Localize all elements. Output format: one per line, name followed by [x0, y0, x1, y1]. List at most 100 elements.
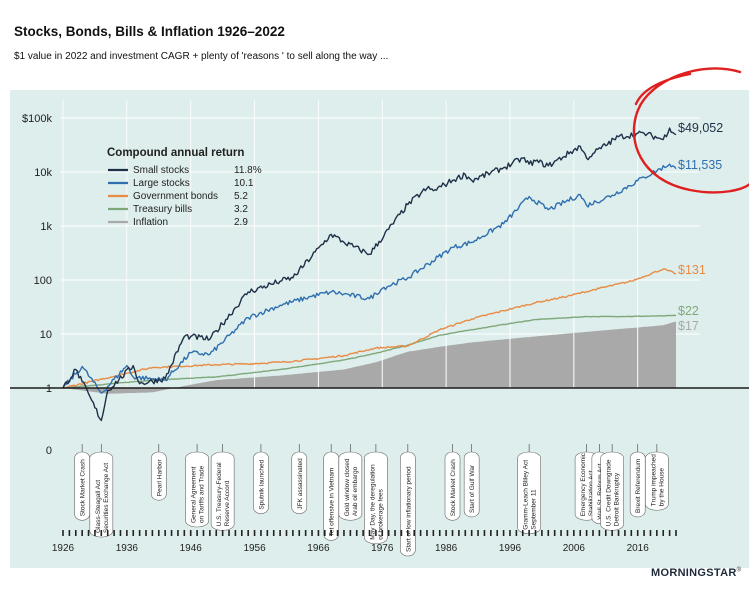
x-tick-mark	[311, 530, 313, 536]
event-callout: U.S. Credit Downgrade Detroit Bankruptcy	[600, 444, 624, 531]
y-tick-label: $100k	[22, 113, 52, 125]
x-tick-mark	[324, 530, 326, 536]
event-bubble	[645, 451, 669, 511]
x-tick-mark	[502, 530, 505, 536]
x-tick-mark	[68, 530, 71, 536]
x-tick-mark	[617, 530, 620, 536]
legend-label: Inflation	[133, 217, 168, 228]
x-tick-mark	[451, 530, 454, 536]
x-tick-mark	[87, 530, 90, 536]
y-tick-label: 10k	[34, 167, 52, 179]
event-label: Stock Market Crash	[450, 459, 457, 516]
event-bubble	[253, 451, 269, 514]
x-tick-mark	[240, 530, 243, 536]
event-callout: May Day, the deregulation of brokerage fe…	[364, 444, 388, 545]
x-tick-mark	[407, 530, 409, 536]
x-tick-label: 1966	[307, 543, 330, 554]
event-bubble	[89, 451, 114, 538]
x-tick-mark	[330, 530, 332, 536]
x-tick-mark	[528, 530, 530, 536]
x-tick-label: 2006	[563, 543, 586, 554]
x-tick-mark	[675, 530, 677, 536]
x-tick-mark	[585, 530, 588, 536]
x-tick-mark	[604, 530, 607, 536]
x-tick-mark	[534, 530, 537, 536]
x-tick-mark	[483, 530, 486, 536]
event-label: Start of Gulf War	[469, 464, 476, 513]
brand-name: MORNINGSTAR	[651, 567, 737, 579]
event-bubble	[150, 451, 167, 501]
x-tick-mark	[247, 530, 249, 536]
x-tick-mark	[279, 530, 281, 536]
x-tick-mark	[464, 530, 467, 536]
x-tick-mark	[260, 530, 262, 536]
x-tick-mark	[196, 530, 198, 536]
event-bubble	[338, 451, 363, 521]
event-label: Gramm-Leach Bliley Act	[523, 460, 530, 530]
event-label: of brokerage fees	[377, 488, 384, 539]
legend-value: 10.1	[234, 178, 254, 189]
x-tick-mark	[560, 530, 562, 536]
event-bubble	[364, 451, 388, 545]
x-tick-mark	[656, 530, 658, 536]
x-tick-mark	[177, 530, 179, 536]
x-tick-mark	[138, 530, 141, 536]
legend-value: 2.9	[234, 217, 248, 228]
x-tick-mark	[221, 530, 224, 536]
y-tick-label: 100	[34, 275, 52, 287]
x-tick-mark	[445, 530, 447, 536]
x-tick-mark	[336, 530, 339, 536]
event-bubble	[463, 451, 480, 518]
x-tick-mark	[438, 530, 441, 536]
x-tick-mark	[624, 530, 626, 536]
legend-label: Treasury bills	[133, 204, 192, 215]
x-tick-mark	[157, 530, 160, 536]
x-tick-mark	[381, 530, 384, 536]
x-tick-mark	[234, 530, 237, 536]
x-tick-mark	[490, 530, 492, 536]
x-tick-mark	[253, 530, 256, 536]
event-callout: Gramm-Leach Bliley Act September 11	[517, 444, 541, 534]
event-callout: Stock Market Crash	[74, 444, 90, 521]
x-tick-mark	[266, 530, 269, 536]
end-label: $22	[678, 304, 699, 318]
event-callout: Pearl Harbor	[150, 444, 167, 501]
x-tick-mark	[62, 530, 64, 536]
x-tick-label: 1986	[435, 543, 458, 554]
event-callout: Start of Gulf War	[463, 444, 480, 518]
x-tick-mark	[419, 530, 422, 536]
event-bubble	[444, 451, 461, 521]
legend-label: Government bonds	[133, 191, 218, 202]
x-tick-mark	[375, 530, 377, 536]
x-tick-mark	[189, 530, 192, 536]
x-tick-mark	[521, 530, 524, 536]
x-tick-mark	[477, 530, 479, 536]
morningstar-logo: MORNINGSTAR®	[651, 567, 741, 579]
x-tick-mark	[458, 530, 460, 536]
legend-value: 11.8%	[234, 165, 262, 176]
legend-label: Large stocks	[133, 178, 190, 189]
event-callout: Gold window closed Arab oil embargo	[338, 444, 363, 521]
event-label: Start of low inflationary period	[405, 466, 412, 552]
event-label: General Agreement	[191, 466, 198, 523]
x-tick-mark	[100, 530, 103, 536]
x-tick-mark	[362, 530, 364, 536]
x-tick-mark	[432, 530, 435, 536]
x-tick-mark	[649, 530, 652, 536]
end-label: $131	[678, 263, 706, 277]
event-callout: Tet offensive in Vietnam	[323, 444, 339, 541]
event-label: Tet offensive in Vietnam	[329, 468, 336, 537]
series-line-small-stocks	[62, 127, 677, 422]
end-label: $17	[678, 319, 699, 333]
event-label: Reserve Accord	[224, 480, 231, 526]
x-tick-mark	[579, 530, 582, 536]
y-tick-label: 10	[40, 329, 52, 341]
x-tick-mark	[515, 530, 518, 536]
event-label: Brexit Referendum	[635, 459, 642, 513]
legend-title: Compound annual return	[107, 147, 244, 159]
event-bubble	[400, 451, 416, 557]
x-tick-mark	[547, 530, 550, 536]
x-tick-mark	[113, 530, 115, 536]
event-label: Trump impeached	[650, 454, 657, 507]
